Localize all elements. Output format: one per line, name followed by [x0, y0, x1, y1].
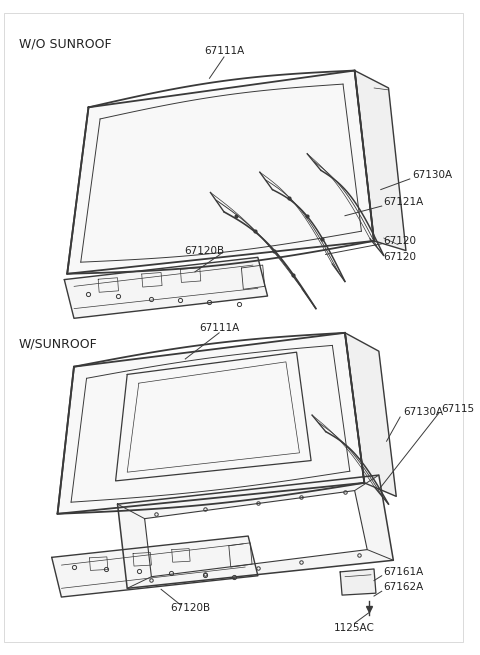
Text: 67162A: 67162A	[384, 582, 424, 592]
Polygon shape	[345, 333, 396, 496]
Text: 67161A: 67161A	[384, 567, 424, 577]
Text: 67130A: 67130A	[413, 170, 453, 180]
Text: 67130A: 67130A	[403, 407, 443, 417]
Polygon shape	[58, 333, 364, 514]
Text: 67111A: 67111A	[204, 47, 244, 56]
Text: 67115: 67115	[442, 404, 475, 414]
Text: 67121A: 67121A	[384, 197, 424, 207]
Text: 67120B: 67120B	[184, 246, 224, 255]
Polygon shape	[144, 491, 367, 576]
Polygon shape	[340, 569, 376, 595]
Text: W/O SUNROOF: W/O SUNROOF	[19, 37, 111, 50]
Text: 1125AC: 1125AC	[334, 623, 375, 633]
Text: W/SUNROOF: W/SUNROOF	[19, 338, 97, 350]
Polygon shape	[52, 536, 258, 597]
Polygon shape	[118, 475, 393, 588]
Polygon shape	[64, 257, 267, 318]
Text: 67120: 67120	[384, 236, 417, 246]
Polygon shape	[67, 71, 374, 274]
Polygon shape	[355, 71, 406, 251]
Text: 67120: 67120	[384, 252, 417, 263]
Text: 67111A: 67111A	[199, 323, 239, 333]
Text: 67120B: 67120B	[170, 603, 210, 612]
